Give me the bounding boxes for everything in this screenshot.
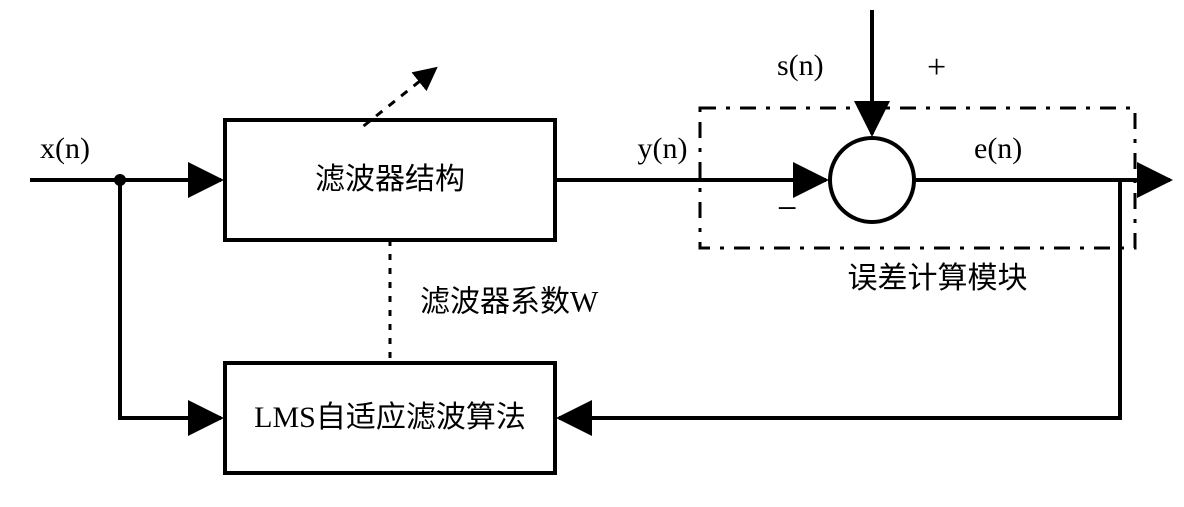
- lms-algorithm-label: LMS自适应滤波算法: [254, 401, 526, 434]
- plus-label: +: [927, 49, 946, 86]
- edge-input-to-lms: [120, 180, 221, 418]
- error-calc-module-label: 误差计算模块: [848, 262, 1028, 295]
- tunable-indicator-arrow: [364, 68, 437, 126]
- minus-label: −: [777, 188, 797, 228]
- signal-e-label: e(n): [974, 132, 1022, 165]
- summing-junction: [830, 138, 914, 222]
- signal-x-label: x(n): [40, 132, 90, 165]
- signal-y-label: y(n): [638, 132, 688, 165]
- filter-structure-label: 滤波器结构: [315, 163, 465, 196]
- adaptive-filter-diagram: 滤波器结构 LMS自适应滤波算法 误差计算模块 x(n) y(n) s(n) e…: [0, 0, 1184, 507]
- filter-coeff-label: 滤波器系数W: [420, 286, 599, 319]
- signal-s-label: s(n): [777, 49, 824, 82]
- edge-error-to-lms: [559, 180, 1120, 418]
